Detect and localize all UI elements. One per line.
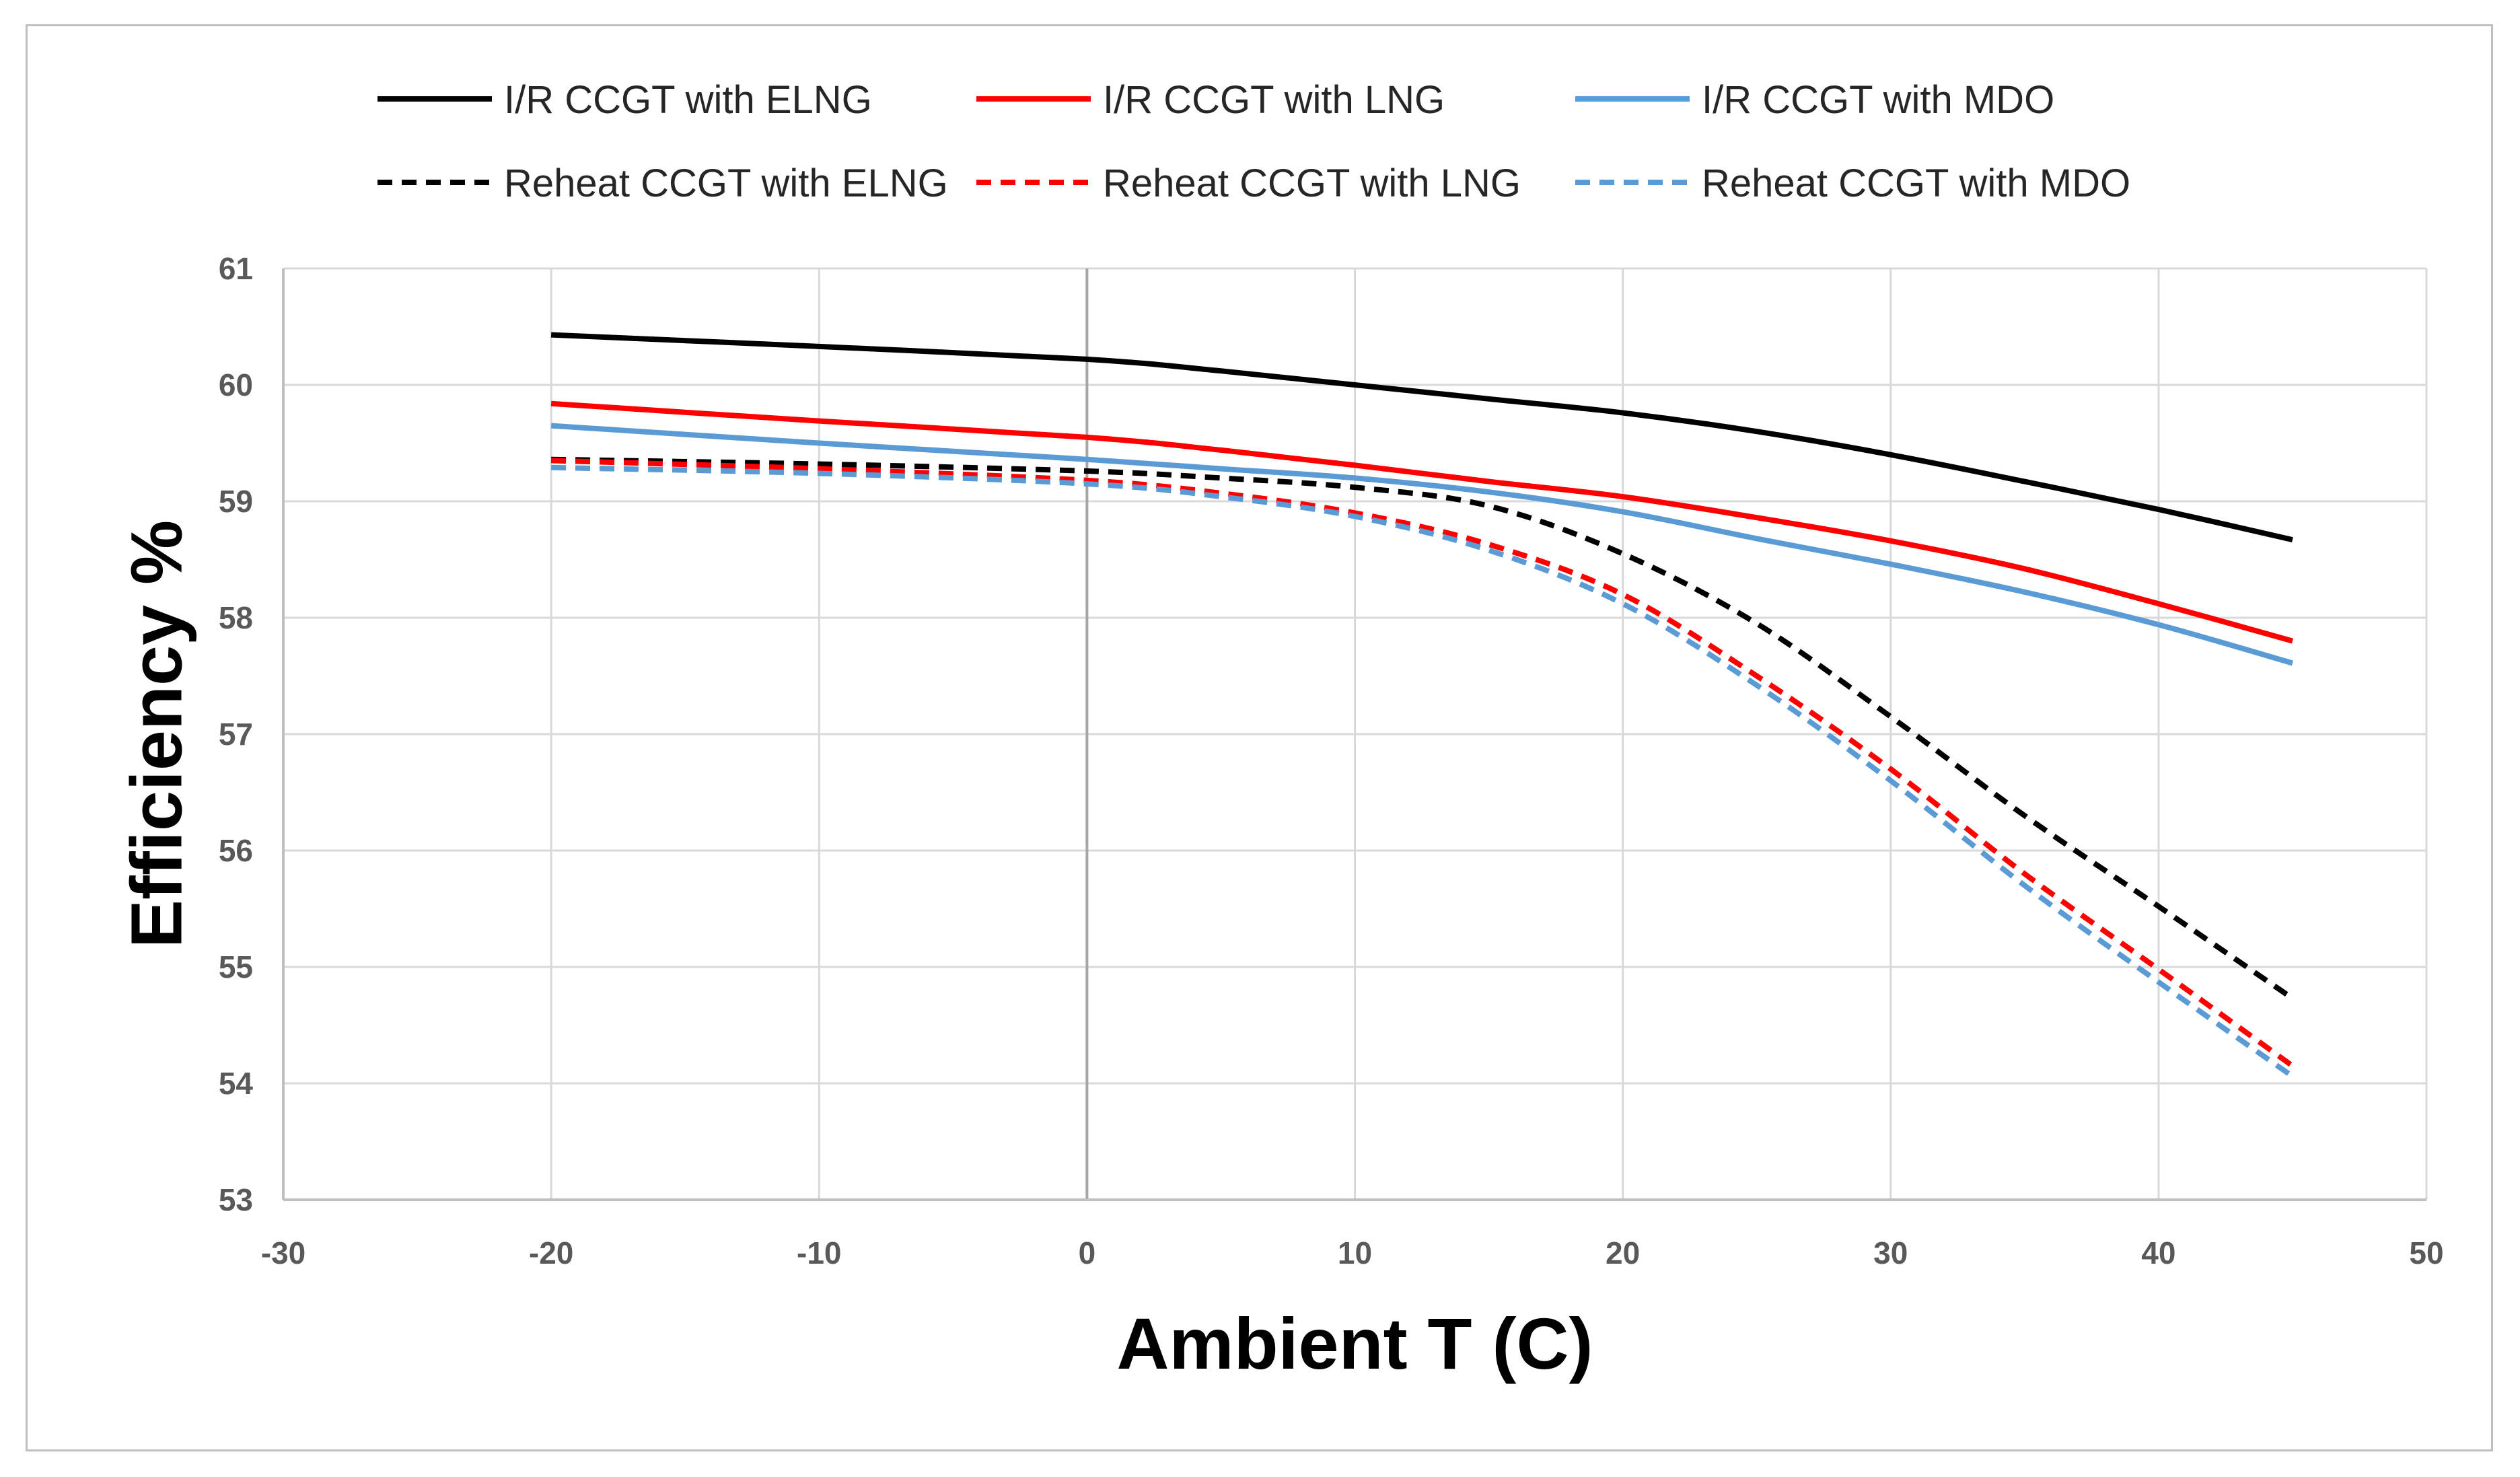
y-tick-label: 54 — [219, 1066, 254, 1101]
series-line-i-r-ccgt-with-elng — [550, 332, 2293, 543]
legend-entry-i-r-ccgt-with-elng: I/R CCGT with ELNG — [377, 78, 872, 122]
x-tick-label: 40 — [2141, 1235, 2175, 1270]
x-axis-title: Ambient T (C) — [1117, 1303, 1593, 1384]
y-tick-label: 53 — [219, 1182, 253, 1217]
series-line-reheat-ccgt-with-lng — [550, 458, 2295, 1069]
legend: I/R CCGT with ELNG I/R CCGT with LNG I/R C… — [377, 78, 2130, 205]
legend-entry-reheat-ccgt-with-elng: Reheat CCGT with ELNG — [377, 161, 948, 205]
y-tick-label: 61 — [219, 251, 253, 286]
series-line-reheat-ccgt-with-elng — [551, 456, 2295, 1001]
legend-entry-reheat-ccgt-with-mdo: Reheat CCGT with MDO — [1575, 161, 2130, 205]
x-tick-label: 30 — [1873, 1235, 1908, 1270]
legend-label: I/R CCGT with LNG — [1103, 78, 1445, 122]
x-tick-label: -10 — [797, 1235, 841, 1270]
tick-labels: -30 -20 -10 0 10 20 30 40 50 53 54 55 56 57 58 59 60 61 — [219, 251, 2444, 1270]
y-tick-label: 58 — [219, 600, 253, 635]
series-line-i-r-ccgt-with-lng — [550, 400, 2293, 644]
y-tick-label: 57 — [219, 717, 253, 752]
y-axis-title: Efficiency % — [116, 520, 197, 948]
gridlines — [283, 267, 2428, 1200]
x-tick-label: -30 — [261, 1235, 305, 1270]
chart-frame: -30 -20 -10 0 10 20 30 40 50 53 54 55 56 57 58 59 60 61 I… — [26, 24, 2493, 1451]
line-chart: -30 -20 -10 0 10 20 30 40 50 53 54 55 56 57 58 59 60 61 I… — [116, 78, 2444, 1384]
y-tick-label: 55 — [219, 949, 253, 984]
x-tick-label: -20 — [529, 1235, 573, 1270]
legend-label: I/R CCGT with MDO — [1702, 78, 2054, 122]
x-tick-label: 50 — [2409, 1235, 2443, 1270]
legend-entry-i-r-ccgt-with-mdo: I/R CCGT with MDO — [1575, 78, 2054, 122]
axes — [282, 268, 2426, 1201]
legend-label: Reheat CCGT with MDO — [1702, 161, 2130, 205]
y-tick-label: 59 — [219, 484, 253, 519]
legend-entry-i-r-ccgt-with-lng: I/R CCGT with LNG — [976, 78, 1445, 122]
legend-label: Reheat CCGT with ELNG — [504, 161, 948, 205]
x-tick-label: 20 — [1606, 1235, 1640, 1270]
x-tick-label: 0 — [1079, 1235, 1096, 1270]
series-line-reheat-ccgt-with-mdo — [551, 464, 2295, 1079]
x-tick-label: 10 — [1338, 1235, 1372, 1270]
series-line-i-r-ccgt-with-mdo — [550, 423, 2294, 666]
legend-entry-reheat-ccgt-with-lng: Reheat CCGT with LNG — [976, 161, 1521, 205]
legend-label: I/R CCGT with ELNG — [504, 78, 872, 122]
series-lines — [550, 332, 2295, 1079]
y-tick-label: 56 — [219, 833, 253, 868]
y-tick-label: 60 — [219, 367, 253, 402]
legend-label: Reheat CCGT with LNG — [1103, 161, 1521, 205]
